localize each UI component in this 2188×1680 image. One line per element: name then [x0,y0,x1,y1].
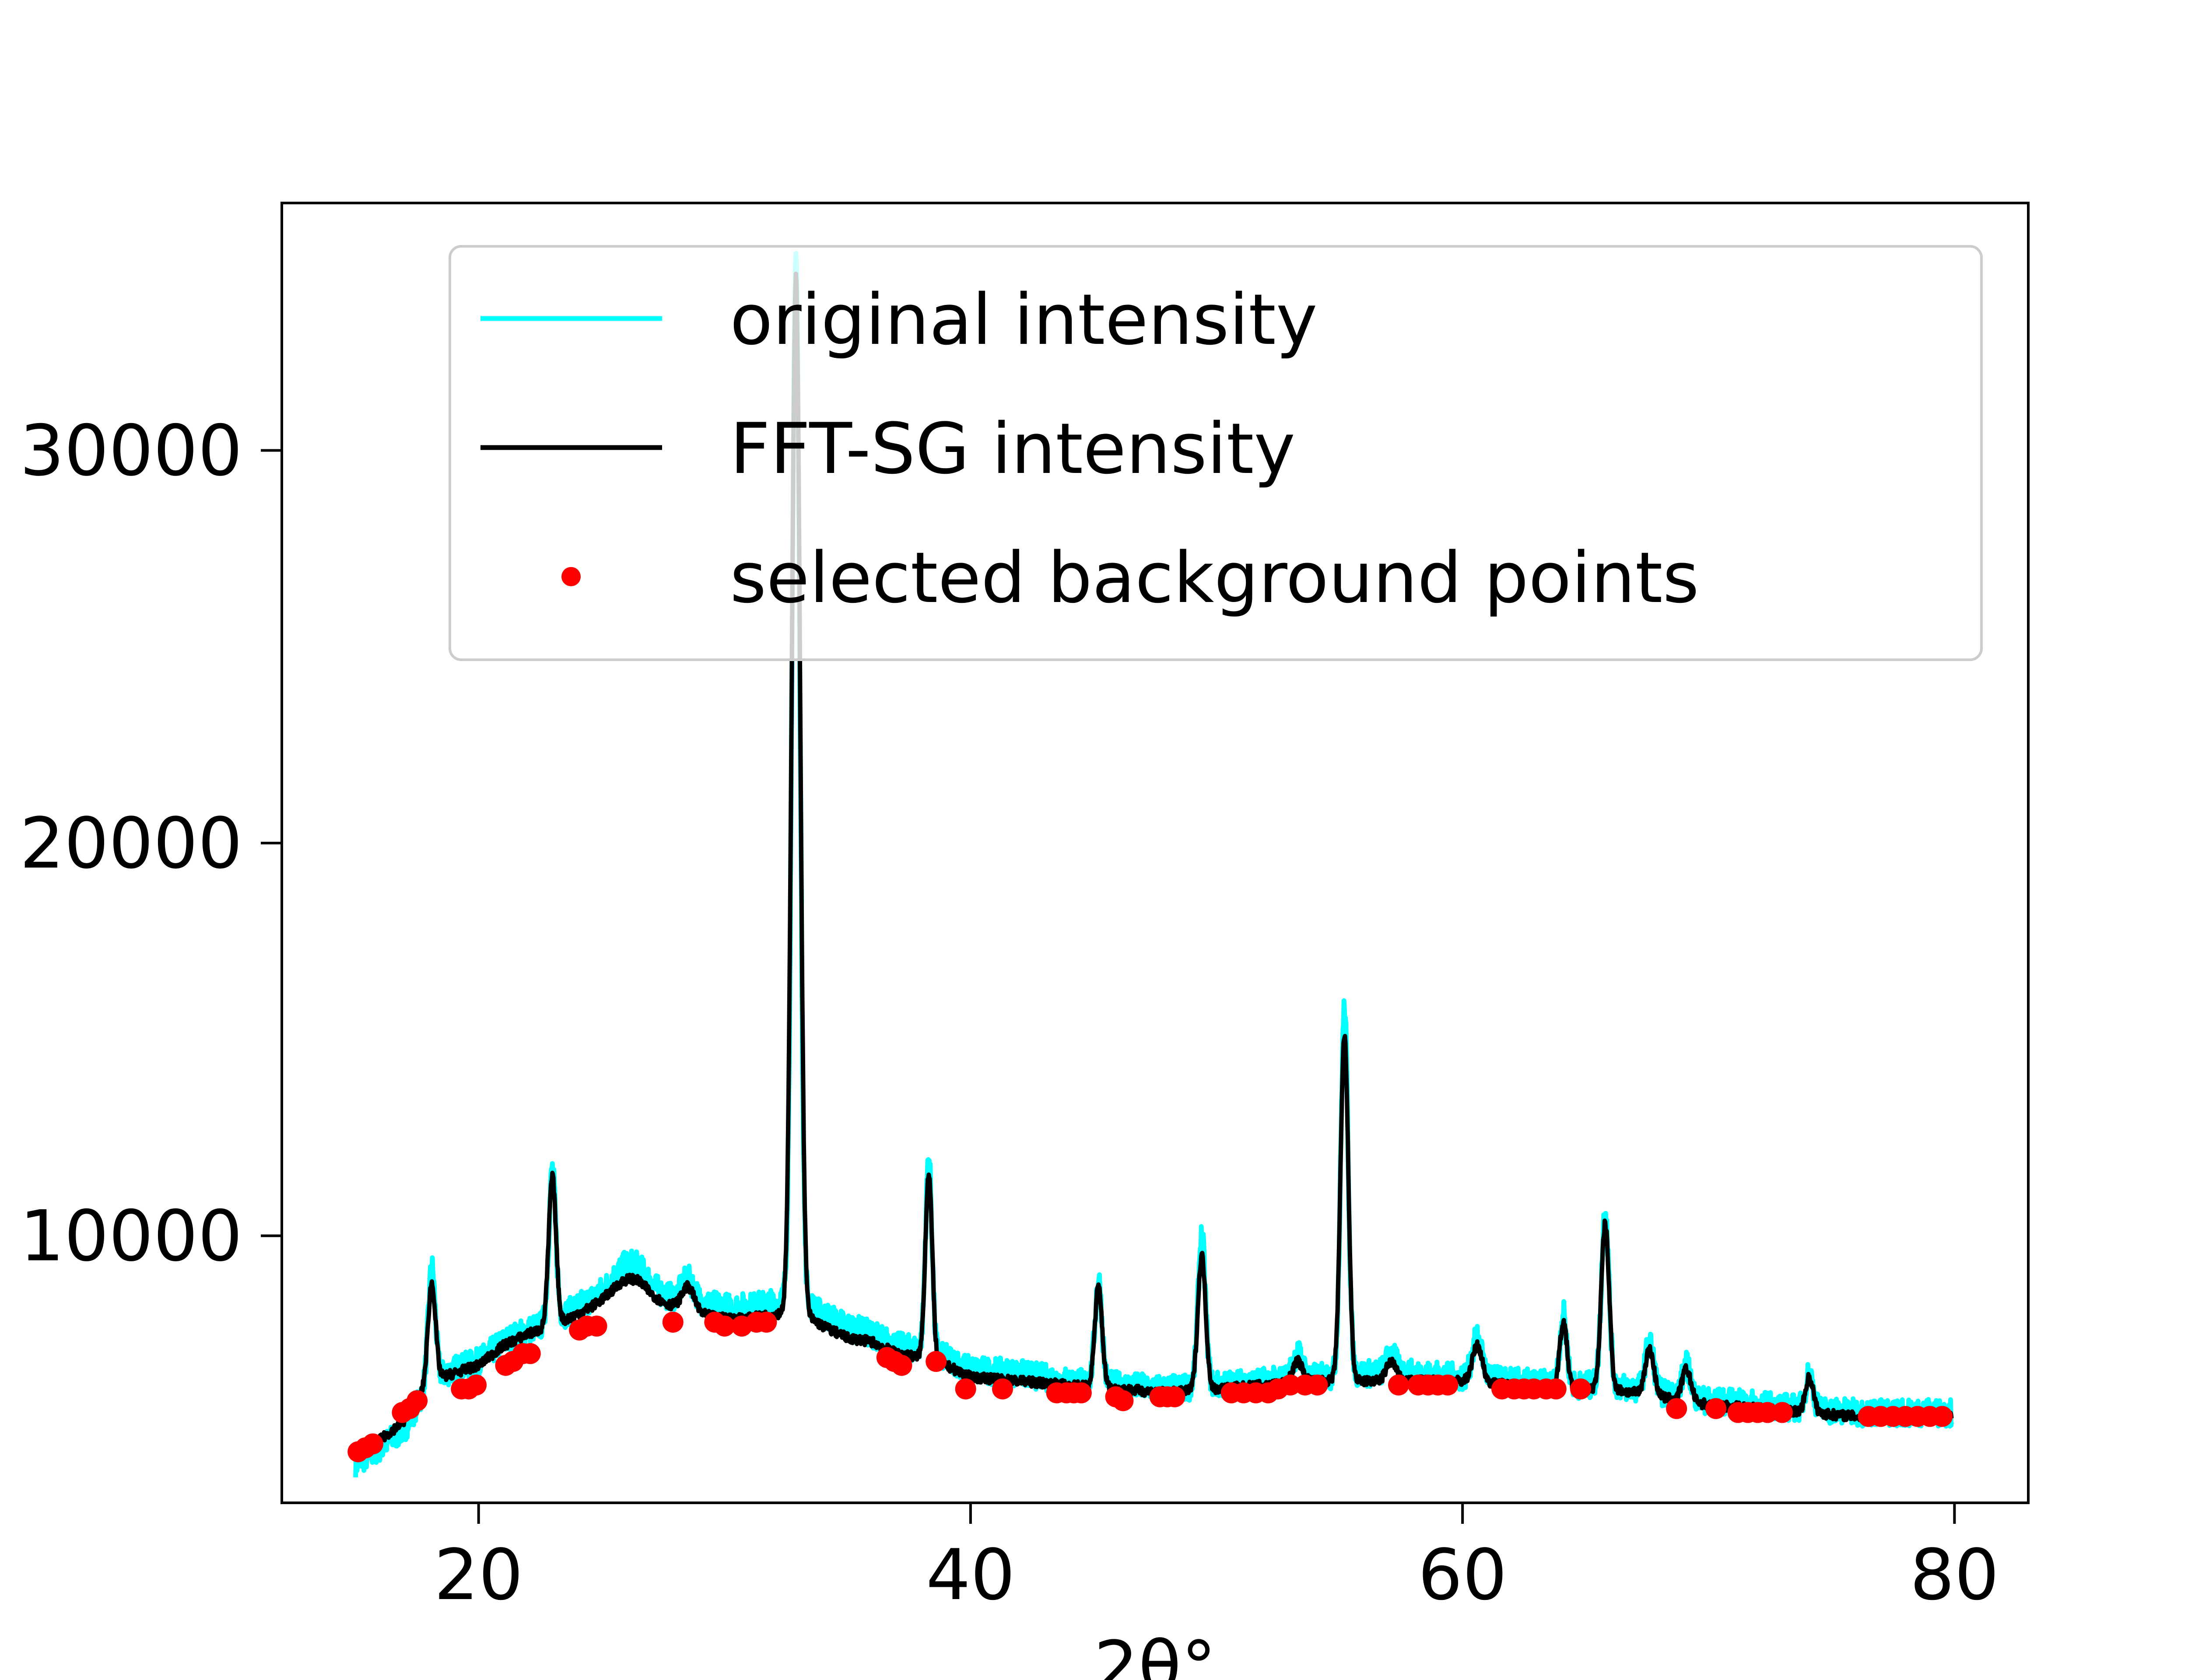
x-tick-label: 40 [926,1534,1015,1616]
background-point [926,1351,947,1372]
background-point [466,1374,487,1396]
y-tick-label: 30000 [20,410,242,491]
axes: 20 40 60 80 10000 20000 30000 2θ° [20,202,2030,1680]
plot-frame [281,202,2030,1504]
x-tick-label: 20 [434,1534,523,1616]
background-point [1388,1374,1409,1396]
background-point [1164,1386,1185,1407]
background-point [519,1343,541,1364]
background-point [1771,1402,1793,1423]
legend-box [449,245,1983,661]
y-tick-label: 10000 [20,1195,242,1277]
background-point [1307,1374,1328,1396]
y-tick-label: 20000 [20,802,242,884]
background-point [1112,1390,1134,1411]
x-axis-label: 2θ° [1094,1626,1217,1680]
background-point [992,1378,1013,1400]
legend-label: FFT-SG intensity [730,408,1295,490]
legend-label: selected background points [730,537,1699,619]
background-point [1437,1374,1459,1396]
background-point [756,1312,777,1333]
background-point [1280,1374,1301,1396]
background-point [1666,1398,1687,1419]
plot-area [347,251,1954,1477]
background-point [714,1316,735,1337]
background-point [891,1354,912,1376]
background-point [1705,1398,1727,1419]
background-point [955,1378,976,1400]
background-point [1070,1382,1092,1404]
legend: original intensity FFT-SG intensity select… [449,245,1983,661]
background-point [1932,1406,1953,1427]
background-point [362,1433,383,1455]
background-point [662,1312,684,1333]
legend-label: original intensity [730,279,1318,360]
background-point [1757,1402,1778,1423]
background-point [586,1316,607,1337]
background-point [407,1390,428,1411]
background-point [1545,1378,1567,1400]
legend-swatch-dot [561,567,581,586]
x-tick-label: 80 [1910,1534,1999,1616]
x-tick-label: 60 [1418,1534,1507,1616]
background-point [1570,1378,1591,1400]
